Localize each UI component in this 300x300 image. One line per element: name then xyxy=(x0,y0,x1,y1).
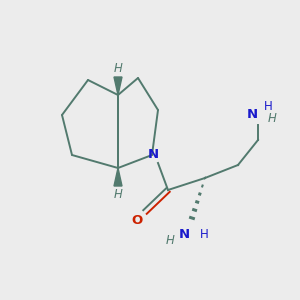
Text: H: H xyxy=(114,62,122,76)
Polygon shape xyxy=(114,77,122,95)
Text: H: H xyxy=(166,233,174,247)
Text: O: O xyxy=(131,214,142,226)
Text: N: N xyxy=(178,227,190,241)
Polygon shape xyxy=(114,168,122,186)
Text: N: N xyxy=(147,148,159,161)
Text: H: H xyxy=(268,112,276,125)
Text: H: H xyxy=(264,100,272,113)
Text: N: N xyxy=(246,109,258,122)
Text: H: H xyxy=(114,188,122,200)
Text: H: H xyxy=(200,227,209,241)
